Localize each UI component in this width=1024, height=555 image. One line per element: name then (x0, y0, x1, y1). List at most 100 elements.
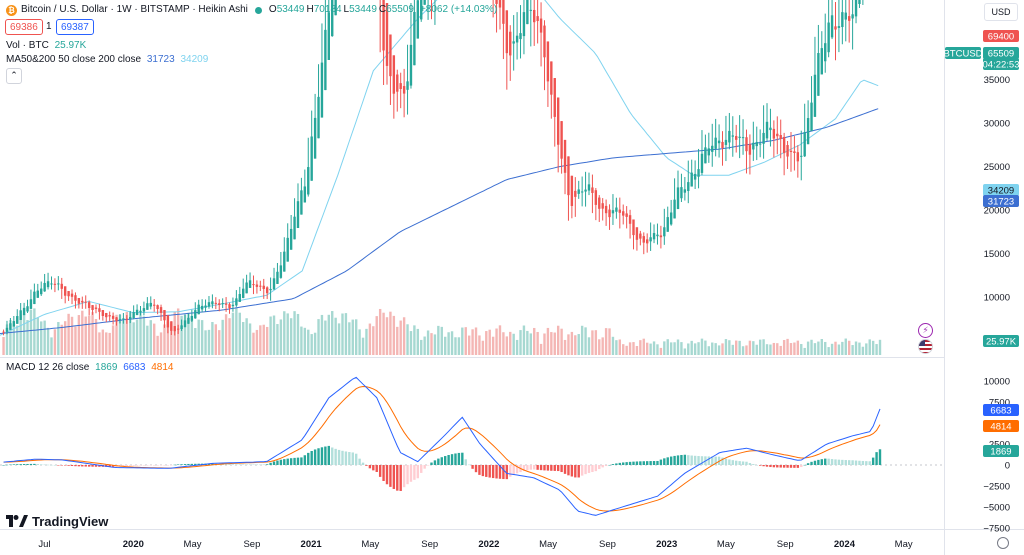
candle-body (19, 310, 22, 320)
price-tick-label: 30000 (984, 119, 1010, 130)
macd-histogram-bar (77, 465, 81, 467)
volume-bar (149, 320, 152, 355)
volume-bar (878, 339, 882, 355)
macd-histogram-bar (252, 464, 255, 465)
macd-histogram-bar (762, 465, 765, 467)
time-tick-label: 2024 (834, 539, 856, 550)
macd-histogram-bar (70, 465, 74, 466)
symbol-legend[interactable]: ₿ Bitcoin / U.S. Dollar · 1W · BITSTAMP … (6, 4, 497, 16)
buy-button[interactable]: 69387 (56, 19, 94, 35)
macd-histogram-bar (334, 448, 337, 465)
volume-bar (218, 330, 221, 355)
macd-line-value: 6683 (123, 362, 146, 373)
macd-histogram-bar (635, 461, 639, 465)
volume-bar (132, 322, 135, 355)
macd-histogram-bar (361, 462, 365, 465)
lightning-event-icon[interactable]: ⚡ (918, 323, 933, 338)
volume-bar (810, 339, 813, 355)
volume-bar (81, 310, 84, 355)
volume-bar (46, 327, 50, 355)
macd-histogram-bar (351, 452, 354, 465)
volume-bar (170, 323, 173, 355)
volume-bar (587, 337, 591, 355)
macd-histogram-bar (324, 446, 327, 465)
macd-histogram-bar (296, 457, 300, 465)
volume-bar (9, 320, 12, 355)
volume-bar (67, 313, 70, 355)
volume-bar (563, 339, 567, 355)
macd-histogram-bar (464, 459, 467, 465)
candle-body (687, 182, 690, 191)
candle-body (406, 81, 409, 90)
macd-histogram-bar (358, 458, 361, 465)
macd-legend[interactable]: MACD 12 26 close 1869 6683 4814 (6, 362, 173, 374)
volume-bar (351, 319, 354, 355)
macd-histogram-bar (580, 465, 584, 476)
us-flag-event-icon[interactable] (918, 339, 933, 354)
volume-bar (488, 329, 491, 355)
candle-body (317, 96, 320, 139)
macd-histogram-bar (111, 465, 115, 467)
candle-body (663, 227, 666, 237)
ma-legend[interactable]: MA50&200 50 close 200 close 31723 34209 (6, 54, 208, 66)
candle-body (242, 288, 245, 298)
volume-bar (560, 328, 563, 355)
candle-body (615, 207, 618, 212)
macd-histogram-bar (741, 461, 745, 465)
volume-bar (344, 313, 348, 355)
macd-tick-label: −7500 (983, 524, 1010, 535)
volume-bar (262, 324, 265, 355)
tradingview-logo[interactable]: TradingView (6, 513, 108, 529)
macd-histogram-bar (163, 465, 166, 466)
candle-body (762, 132, 765, 144)
macd-histogram-bar (341, 450, 344, 465)
candle-body (416, 0, 420, 39)
candle-body (389, 34, 392, 77)
candle-body (700, 153, 704, 173)
macd-histogram-bar (779, 465, 782, 468)
macd-line-tag: 6683 (990, 406, 1011, 417)
time-tick-label: 2022 (478, 539, 499, 550)
candle-body (248, 280, 252, 288)
candle-body (841, 12, 844, 28)
volume-bar (834, 341, 837, 355)
volume-bar (656, 344, 659, 355)
macd-histogram-bar (693, 455, 697, 465)
macd-histogram-bar (122, 465, 125, 467)
candle-body (320, 62, 324, 118)
candle-body (29, 299, 33, 309)
candle-body (502, 0, 505, 24)
macd-histogram-bar (159, 465, 163, 466)
time-tick-label: May (717, 539, 735, 550)
volume-bar (361, 337, 365, 355)
macd-histogram-bar (156, 465, 159, 466)
volume-bar (33, 308, 36, 355)
macd-histogram-bar (444, 456, 447, 465)
volume-bar (724, 339, 728, 355)
macd-histogram-bar (259, 464, 262, 466)
gear-icon[interactable] (997, 537, 1009, 549)
volume-label: Vol · BTC (6, 40, 49, 51)
time-tick-label: 2023 (656, 539, 677, 550)
candle-body (570, 175, 574, 206)
volume-legend[interactable]: Vol · BTC 25.97K (6, 40, 86, 52)
volume-bar (854, 341, 858, 355)
macd-histogram-bar (348, 452, 351, 465)
volume-bar (570, 331, 574, 355)
sell-button[interactable]: 69386 (5, 19, 43, 35)
candle-body (673, 199, 676, 219)
chevron-up-icon: ⌃ (10, 70, 18, 80)
candle-body (567, 156, 570, 196)
collapse-legend-button[interactable]: ⌃ (6, 68, 22, 84)
candle-body (16, 316, 19, 324)
macd-histogram-bar (454, 453, 457, 465)
currency-selector[interactable]: USD (984, 3, 1018, 21)
candle-body (118, 318, 122, 320)
candle-body (782, 136, 786, 154)
candle-body (279, 265, 283, 278)
volume-bar (142, 316, 146, 355)
volume-bar (354, 319, 358, 355)
macd-histogram-bar (474, 465, 478, 473)
volume-bar (317, 319, 320, 355)
